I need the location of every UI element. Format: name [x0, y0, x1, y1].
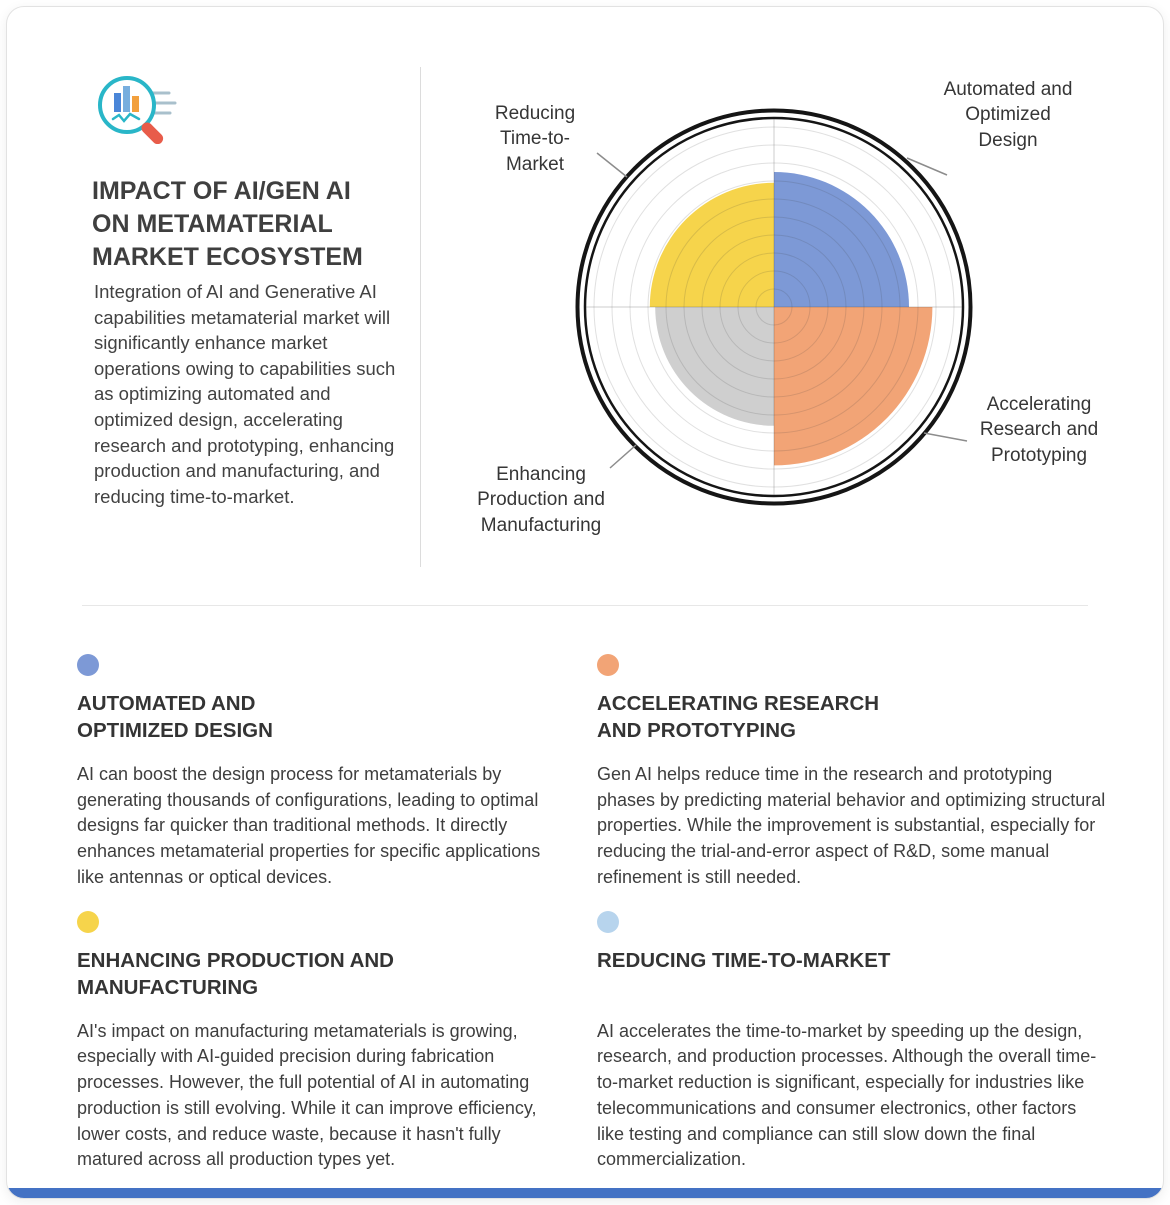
outer-ring-inner [583, 116, 965, 498]
bottom-accent-bar [7, 1188, 1163, 1198]
section-heading: AUTOMATED AND OPTIMIZED DESIGN [77, 692, 273, 743]
legend-dot-accelerating [597, 654, 619, 676]
grid-ring [683, 216, 865, 398]
section-reducing-time-to-market: REDUCING TIME-TO-MARKET AI accelerates t… [597, 910, 1108, 1173]
section-heading: REDUCING TIME-TO-MARKET [597, 948, 891, 972]
infographic-card: IMPACT OF AI/GEN AI ON METAMATERIAL MARK… [6, 6, 1164, 1199]
grid-ring [719, 252, 829, 362]
grid-ring [701, 234, 847, 380]
legend-dot-reducing [597, 910, 619, 933]
horizontal-divider [82, 605, 1088, 606]
chart-sector-top-right [774, 172, 909, 307]
section-accelerating-research-prototyping: ACCELERATING RESEARCH AND PROTOTYPING Ge… [597, 654, 1108, 891]
header-section: IMPACT OF AI/GEN AI ON METAMATERIAL MARK… [7, 7, 1163, 605]
polar-chart: Reducing Time-to-Market Automated and Op… [427, 25, 1163, 585]
grid-ring [755, 288, 793, 326]
outer-ring-outer [575, 108, 973, 506]
vertical-divider [420, 67, 421, 567]
polar-chart-svg [575, 108, 973, 506]
leader-line-enhancing [609, 444, 637, 469]
chart-magnifier-icon-svg [98, 76, 177, 145]
legend-dot-enhancing [77, 910, 99, 933]
chart-label-enhancing-production-manufacturing: Enhancing Production and Manufacturing [477, 464, 605, 536]
chart-sector-bottom-right [774, 307, 933, 466]
section-heading: ACCELERATING RESEARCH AND PROTOTYPING [597, 692, 880, 743]
section-body: Gen AI helps reduce time in the research… [597, 764, 1106, 887]
leader-lines [596, 152, 968, 469]
legend-dot-automated [77, 654, 99, 676]
section-body: AI accelerates the time-to-market by spe… [597, 1020, 1097, 1170]
grid-ring [629, 162, 919, 452]
grid-ring [593, 126, 955, 488]
leader-line-reducing [596, 152, 628, 178]
section-automated-optimized-design: AUTOMATED AND OPTIMIZED DESIGN AI can bo… [77, 654, 562, 891]
page-title: IMPACT OF AI/GEN AI ON METAMATERIAL MARK… [92, 177, 363, 271]
chart-label-reducing-time-to-market: Reducing Time-to-Market [494, 103, 576, 175]
chart-sector-top-left [649, 182, 774, 307]
leader-line-accelerating [923, 432, 968, 442]
grid-ring [737, 270, 811, 344]
chart-sector-bottom-left [655, 307, 774, 426]
section-body: AI can boost the design process for meta… [77, 764, 541, 887]
grid-ring [647, 180, 901, 434]
chart-magnifier-icon [89, 65, 185, 165]
detail-sections: AUTOMATED AND OPTIMIZED DESIGN AI can bo… [7, 606, 1163, 1173]
section-heading: ENHANCING PRODUCTION AND MANUFACTURING [77, 948, 394, 999]
chart-label-accelerating-research-prototyping: Accelerating Research and Prototyping [979, 394, 1099, 466]
leader-line-automated [906, 157, 948, 176]
chart-label-automated-optimized-design: Automated and Optimized Design [943, 79, 1073, 151]
chart-render-layer [575, 108, 973, 506]
header-description: Integration of AI and Generative AI capa… [94, 281, 396, 507]
section-enhancing-production-manufacturing: ENHANCING PRODUCTION AND MANUFACTURING A… [77, 910, 562, 1173]
section-body: AI's impact on manufacturing metamateria… [77, 1020, 537, 1170]
grid-ring [611, 144, 937, 470]
grid-ring [665, 198, 883, 416]
